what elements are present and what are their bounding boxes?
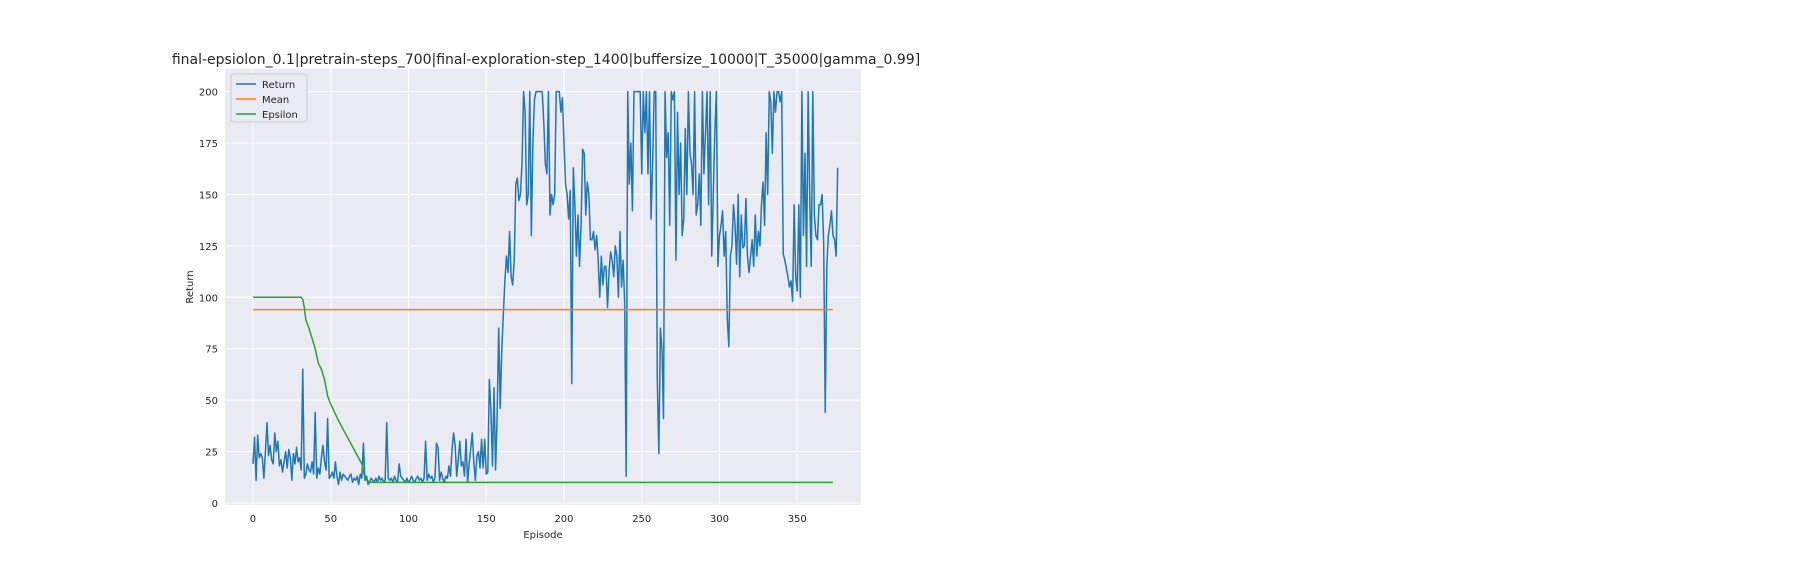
y-axis-label: Return: [185, 270, 196, 303]
x-tick-label: 50: [324, 514, 337, 525]
x-axis-label: Episode: [523, 530, 562, 541]
series-lines: [252, 90, 839, 486]
legend-box: [230, 73, 308, 123]
x-tick-label: 0: [250, 514, 256, 525]
y-tick-label: 200: [199, 88, 218, 99]
x-tick-label: 100: [399, 514, 418, 525]
y-tick-label: 75: [205, 345, 218, 356]
x-tick-label: 250: [632, 514, 651, 525]
legend-label-epsilon: Epsilon: [262, 110, 298, 121]
y-tick-label: 25: [205, 448, 218, 459]
y-tick-label: 175: [199, 139, 218, 150]
y-tick-label: 150: [199, 190, 218, 201]
x-tick-label: 350: [788, 514, 807, 525]
y-tick-label: 100: [199, 293, 218, 304]
x-tick-label: 300: [710, 514, 729, 525]
series-line-return: [252, 90, 839, 486]
legend-label-return: Return: [262, 80, 295, 91]
y-tick-label: 0: [212, 499, 218, 510]
y-tick-labels: 0 25 50 75 100 125 150 175 200: [199, 88, 218, 510]
y-tick-label: 50: [205, 396, 218, 407]
legend: Return Mean Epsilon: [230, 73, 308, 123]
y-tick-label: 125: [199, 242, 218, 253]
x-tick-label: 200: [554, 514, 573, 525]
x-tick-labels: 0 50 100 150 200 250 300 350: [250, 514, 807, 525]
chart-title: final-epsiolon_0.1|pretrain-steps_700|fi…: [172, 52, 920, 68]
legend-label-mean: Mean: [262, 95, 289, 106]
series-line-epsilon: [252, 296, 834, 484]
x-tick-label: 150: [477, 514, 496, 525]
grid: [225, 69, 861, 505]
